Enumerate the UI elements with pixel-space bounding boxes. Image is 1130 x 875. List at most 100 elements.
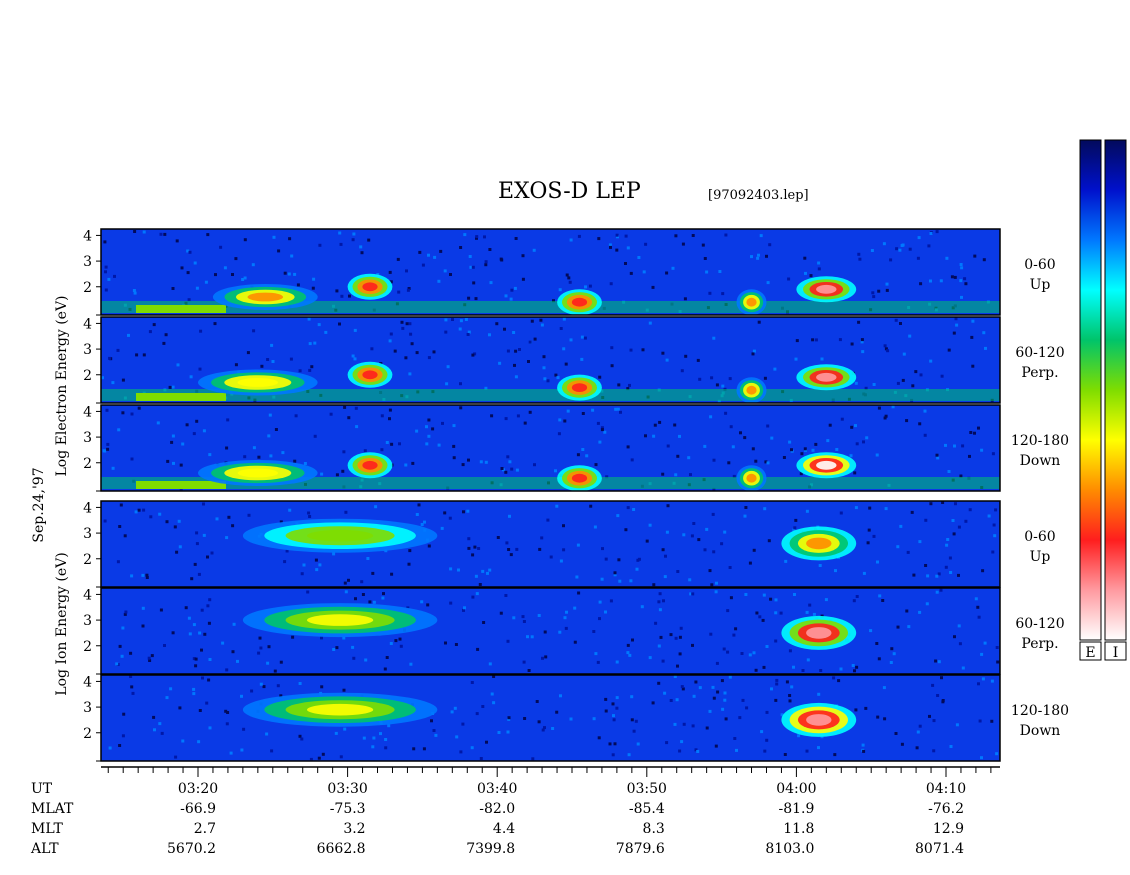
noise-pixel	[474, 574, 478, 578]
noise-pixel	[884, 507, 888, 511]
noise-pixel	[869, 629, 873, 633]
noise-pixel	[444, 318, 448, 322]
noise-pixel	[939, 588, 943, 592]
noise-pixel	[615, 233, 619, 237]
noise-pixel	[252, 446, 256, 450]
y-tick-label: 4	[83, 500, 92, 516]
noise-pixel	[408, 372, 412, 376]
noise-pixel	[204, 280, 208, 284]
noise-pixel	[609, 245, 612, 249]
noise-pixel	[116, 348, 120, 352]
noise-pixel	[407, 287, 411, 290]
noise-pixel	[510, 467, 514, 471]
colorbar-label-box	[1079, 641, 1102, 661]
noise-pixel	[743, 436, 747, 440]
noise-pixel	[467, 296, 471, 300]
noise-pixel	[279, 520, 283, 524]
noise-pixel	[684, 354, 688, 358]
noise-pixel	[353, 357, 357, 361]
noise-pixel	[471, 353, 475, 357]
noise-pixel	[630, 458, 634, 462]
noise-pixel	[340, 294, 344, 298]
noise-pixel	[941, 501, 945, 504]
noise-pixel	[372, 600, 376, 604]
noise-pixel	[980, 756, 983, 760]
noise-pixel	[883, 416, 887, 420]
flux-burst	[806, 537, 832, 550]
noise-pixel	[711, 685, 715, 689]
noise-pixel	[451, 318, 454, 321]
noise-pixel	[756, 256, 760, 260]
noise-pixel	[868, 506, 872, 510]
noise-pixel	[404, 356, 408, 360]
noise-pixel	[609, 282, 613, 286]
noise-pixel	[689, 473, 692, 477]
noise-pixel	[840, 417, 844, 421]
direction-label: Down	[1020, 723, 1061, 739]
noise-pixel	[459, 319, 463, 323]
noise-pixel	[464, 318, 468, 321]
noise-pixel	[472, 281, 476, 285]
flux-burst	[307, 703, 374, 716]
noise-pixel	[726, 609, 730, 613]
noise-pixel	[353, 328, 357, 332]
noise-pixel	[817, 267, 821, 271]
flux-burst	[571, 383, 588, 392]
noise-pixel	[877, 406, 881, 410]
noise-pixel	[342, 688, 346, 692]
noise-pixel	[657, 644, 661, 648]
ephemeris-value: 7399.8	[466, 841, 515, 857]
noise-pixel	[461, 722, 465, 726]
noise-pixel	[824, 598, 828, 602]
noise-pixel	[628, 383, 631, 387]
noise-pixel	[247, 513, 251, 517]
noise-pixel	[347, 578, 350, 582]
noise-pixel	[629, 271, 633, 275]
ephemeris-value: 6662.8	[317, 841, 366, 857]
noise-pixel	[116, 560, 120, 564]
noise-pixel	[320, 472, 324, 476]
noise-pixel	[995, 646, 999, 649]
noise-pixel	[197, 740, 201, 744]
noise-pixel	[317, 756, 321, 760]
noise-pixel	[318, 243, 322, 247]
noise-pixel	[453, 706, 457, 710]
noise-pixel	[111, 466, 115, 470]
noise-pixel	[698, 686, 702, 690]
noise-pixel	[624, 234, 628, 238]
noise-pixel	[808, 603, 812, 607]
noise-pixel	[817, 746, 820, 750]
noise-pixel	[466, 333, 470, 336]
noise-pixel	[311, 286, 315, 290]
noise-pixel	[765, 710, 769, 714]
noise-pixel	[876, 715, 880, 719]
noise-pixel	[784, 559, 788, 563]
noise-pixel	[240, 694, 243, 698]
noise-pixel	[262, 685, 266, 689]
noise-pixel	[133, 291, 137, 295]
noise-pixel	[797, 734, 801, 738]
noise-pixel	[925, 602, 929, 606]
noise-pixel	[899, 524, 903, 528]
noise-pixel	[861, 743, 865, 747]
noise-pixel	[307, 511, 311, 515]
noise-pixel	[935, 230, 939, 234]
y-tick-label: 2	[83, 280, 92, 296]
noise-pixel	[417, 503, 421, 507]
noise-pixel	[993, 534, 997, 538]
ephemeris-row-name: MLT	[31, 821, 63, 837]
noise-pixel	[418, 250, 422, 254]
ephemeris-value: -76.2	[928, 801, 964, 817]
noise-pixel	[290, 254, 294, 258]
noise-pixel	[555, 710, 559, 714]
noise-pixel	[360, 580, 364, 584]
noise-pixel	[900, 742, 904, 746]
noise-pixel	[202, 533, 206, 537]
noise-pixel	[532, 248, 536, 252]
noise-pixel	[594, 652, 598, 656]
noise-pixel	[390, 442, 394, 446]
noise-pixel	[617, 383, 621, 387]
noise-pixel	[945, 256, 949, 260]
noise-pixel	[202, 502, 205, 506]
flux-burst	[362, 460, 378, 470]
